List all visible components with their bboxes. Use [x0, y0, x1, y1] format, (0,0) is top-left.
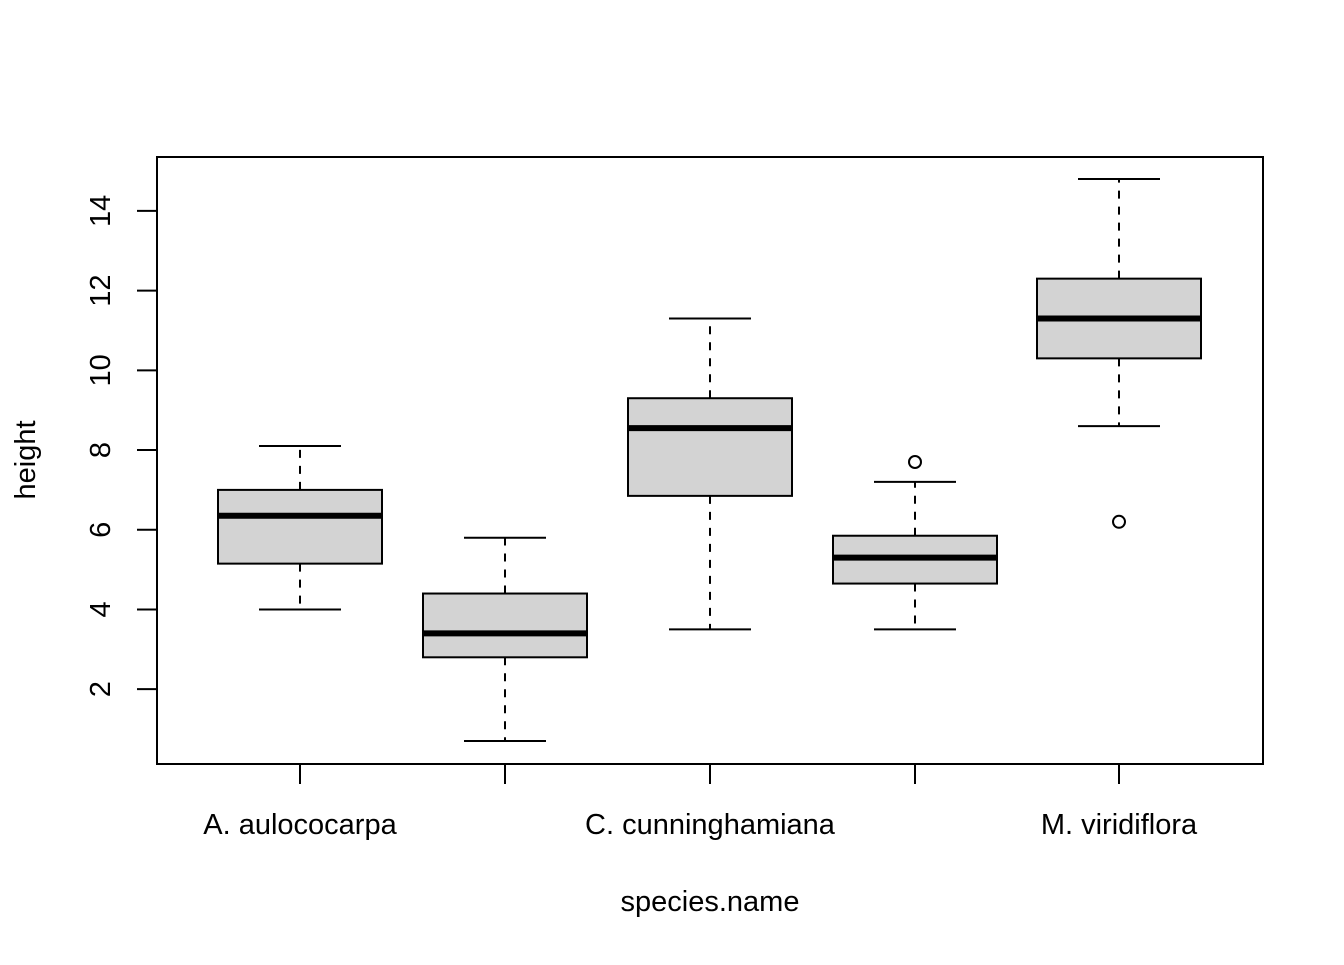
x-tick-label: A. aulococarpa: [203, 809, 397, 841]
y-tick-label: 14: [85, 195, 117, 227]
iqr-box: [217, 488, 383, 565]
x-tick-label: C. cunninghamiana: [585, 809, 836, 841]
box-group: [627, 317, 793, 631]
box-group: [1036, 178, 1202, 529]
y-tick-label: 10: [85, 354, 117, 386]
x-axis: A. aulococarpa C. cunninghamiana M. viridi…: [203, 764, 1198, 841]
y-axis-title: height: [10, 420, 42, 499]
iqr-box: [627, 397, 793, 497]
box-group: [422, 536, 588, 742]
y-tick-label: 12: [85, 274, 117, 306]
x-tick-label: M. viridiflora: [1041, 809, 1198, 841]
box-group: [217, 445, 383, 611]
y-axis: 2 4 6 8 10 12 14: [85, 195, 158, 697]
box-series: [217, 178, 1202, 742]
y-tick-label: 8: [85, 442, 117, 458]
y-tick-label: 6: [85, 522, 117, 538]
y-tick-label: 4: [85, 601, 117, 617]
outlier-point: [1112, 514, 1126, 529]
outlier-point: [908, 454, 922, 469]
y-tick-label: 2: [85, 681, 117, 697]
x-axis-title: species.name: [621, 886, 800, 918]
iqr-box: [422, 592, 588, 659]
box-group: [832, 454, 998, 631]
